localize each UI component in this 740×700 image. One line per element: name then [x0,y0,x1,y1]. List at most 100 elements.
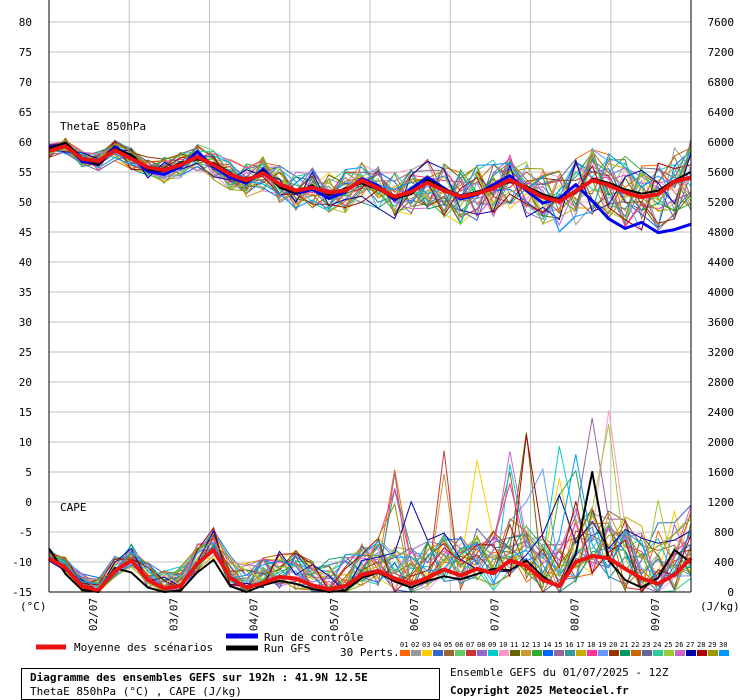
right-tick-label: 1600 [708,466,735,479]
member-swatch [444,650,454,656]
member-swatch [631,650,641,656]
chart-axes: 80757065605550454035302520151050-5-10-15… [12,0,734,631]
left-tick-label: 10 [19,436,32,449]
member-label: 24 [653,641,661,649]
right-axis-unit: (J/kg) [700,600,740,613]
left-tick-label: -15 [12,586,32,599]
member-swatch [719,650,729,656]
right-tick-label: 4800 [708,226,735,239]
member-label: 03 [422,641,430,649]
member-label: 06 [455,641,463,649]
member-swatch [609,650,619,656]
cape-member-line [48,523,692,593]
member-label: 13 [532,641,540,649]
right-tick-label: 6400 [708,106,735,119]
left-tick-label: 55 [19,166,32,179]
cape-member-line [48,502,692,593]
member-swatch [499,650,509,656]
member-label: 23 [642,641,650,649]
thetae-panel-label: ThetaE 850hPa [60,120,146,133]
member-label: 14 [543,641,551,649]
member-label: 26 [675,641,683,649]
right-tick-label: 2800 [708,376,735,389]
member-label: 21 [620,641,628,649]
member-label: 11 [510,641,518,649]
x-tick-label: 05/07 [328,598,341,631]
member-swatch [411,650,421,656]
member-label: 20 [609,641,617,649]
right-tick-label: 4000 [708,286,735,299]
member-label: 01 [400,641,408,649]
member-label: 30 [719,641,727,649]
member-label: 16 [565,641,573,649]
chart-grid [48,0,692,593]
right-tick-label: 7200 [708,46,735,59]
member-swatch [400,650,410,656]
left-tick-label: 30 [19,316,32,329]
thetae-mean-line [48,144,692,204]
left-tick-label: -5 [19,526,32,539]
right-tick-label: 1200 [708,496,735,509]
right-tick-label: 6800 [708,76,735,89]
member-label: 19 [598,641,606,649]
left-tick-label: 35 [19,286,32,299]
left-tick-label: 50 [19,196,32,209]
member-swatch [697,650,707,656]
member-legend: 01 02 03 04 05 06 07 08 09 10 11 12 13 14 15 16 17 18 19 20… [400,641,729,656]
member-swatch [477,650,487,656]
member-label: 05 [444,641,452,649]
member-swatch [554,650,564,656]
member-label: 25 [664,641,672,649]
member-label: 10 [499,641,507,649]
member-swatch [565,650,575,656]
right-tick-label: 3600 [708,316,735,329]
member-label: 15 [554,641,562,649]
x-tick-label: 04/07 [248,598,261,631]
right-tick-label: 2400 [708,406,735,419]
left-tick-label: 70 [19,76,32,89]
member-swatch [521,650,531,656]
left-tick-label: 65 [19,106,32,119]
x-tick-label: 07/07 [488,598,501,631]
member-swatch [510,650,520,656]
member-swatch [686,650,696,656]
member-label: 12 [521,641,529,649]
member-label: 17 [576,641,584,649]
footer-subtitle: ThetaE 850hPa (°C) , CAPE (J/kg) [30,685,242,698]
member-label: 27 [686,641,694,649]
right-tick-label: 5600 [708,166,735,179]
member-swatch [620,650,630,656]
cape-gfs-line [48,471,692,593]
member-swatch [675,650,685,656]
member-swatch [433,650,443,656]
member-label: 04 [433,641,441,649]
left-tick-label: 60 [19,136,32,149]
member-swatch [587,650,597,656]
legend-perts-label: 30 Perts. [340,646,400,659]
member-swatch [598,650,608,656]
left-axis-unit: (°C) [20,600,47,613]
left-tick-label: 75 [19,46,32,59]
member-swatch [576,650,586,656]
right-tick-label: 2000 [708,436,735,449]
member-label: 18 [587,641,595,649]
footer-title: Diagramme des ensembles GEFS sur 192h : … [30,671,368,684]
member-label: 08 [477,641,485,649]
left-tick-label: -10 [12,556,32,569]
legend-gfs-label: Run GFS [264,642,310,655]
left-tick-label: 5 [25,466,32,479]
left-tick-label: 80 [19,16,32,29]
x-tick-label: 03/07 [167,598,180,631]
member-swatch [455,650,465,656]
cape-mean-line [47,548,693,593]
left-tick-label: 20 [19,376,32,389]
member-swatch [532,650,542,656]
cape-member-line [48,423,692,593]
x-tick-label: 06/07 [408,598,421,631]
member-label: 22 [631,641,639,649]
right-tick-label: 7600 [708,16,735,29]
left-tick-label: 0 [25,496,32,509]
member-swatch [466,650,476,656]
right-tick-label: 3200 [708,346,735,359]
